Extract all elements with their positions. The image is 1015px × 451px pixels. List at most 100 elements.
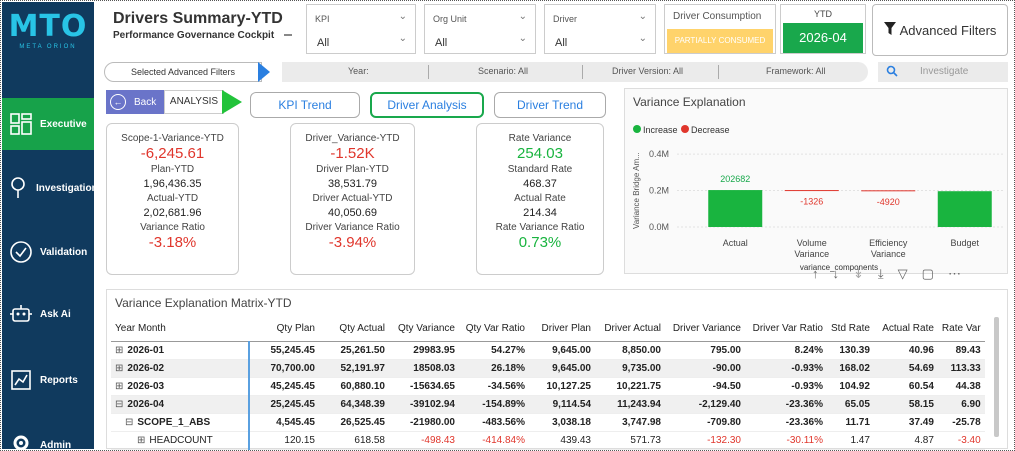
- table-cell: -0.93%: [745, 377, 827, 396]
- waterfall-bar[interactable]: [708, 190, 763, 227]
- expand-icon[interactable]: ⊞: [115, 344, 124, 356]
- sidebar-item-label: Reports: [40, 374, 78, 386]
- column-header[interactable]: Qty Actual: [319, 317, 389, 342]
- waterfall-chart-svg: Increase Decrease 0.0M 0.2M 0.4M Variance Bri…: [632, 125, 1003, 272]
- more-options-icon[interactable]: ⋯: [947, 266, 961, 281]
- matrix-scrollbar[interactable]: [994, 317, 999, 437]
- waterfall-bar[interactable]: [784, 190, 839, 192]
- dashboard-icon: [8, 111, 34, 137]
- table-row[interactable]: ⊞ HEADCOUNT 120.15 618.58 -498.43 -414.84% 439…: [111, 431, 985, 450]
- table-cell: 26.18%: [459, 359, 529, 378]
- table-row[interactable]: ⊟ 2026-04 25,245.45 64,348.39 -39102.94 -154.…: [111, 395, 985, 414]
- driver-variance-card: Driver_Variance-YTD -1.52K Driver Plan-Y…: [290, 123, 415, 275]
- search-icon: [886, 65, 898, 80]
- card-main-value: -1.52K: [330, 145, 375, 162]
- tab-driver-analysis[interactable]: Driver Analysis: [370, 92, 484, 118]
- table-cell: 60,880.10: [319, 377, 389, 396]
- driver-slicer[interactable]: Driver ⌄ All ⌄: [544, 4, 656, 54]
- scenario-filter: Scenario: All: [478, 66, 529, 76]
- sidebar-item-validation[interactable]: Validation: [2, 226, 94, 278]
- investigate-placeholder: Investigate: [920, 66, 969, 77]
- focus-mode-icon[interactable]: ▢: [921, 266, 934, 281]
- matrix-table: Year Month Qty Plan Qty Actual Qty Variance…: [111, 317, 985, 450]
- sidebar-item-ask-ai[interactable]: Ask Ai: [2, 288, 94, 340]
- y-tick-label: 0.4M: [649, 149, 669, 159]
- table-cell: 18508.03: [389, 359, 459, 378]
- sidebar-item-reports[interactable]: Reports: [2, 354, 94, 406]
- filter-icon[interactable]: ▽: [897, 266, 908, 281]
- table-row[interactable]: ⊞ 2026-03 45,245.45 60,880.10 -15634.65 -34.5…: [111, 377, 985, 396]
- advanced-filters-button[interactable]: Advanced Filters: [872, 4, 1008, 56]
- expand-icon[interactable]: ⊞: [115, 362, 124, 374]
- collapse-icon[interactable]: ⊟: [125, 416, 134, 428]
- table-row[interactable]: ⊞ 2026-02 70,700.00 52,191.97 18508.03 26.18%…: [111, 359, 985, 378]
- table-cell: 130.39: [827, 341, 874, 360]
- gear-icon: [8, 430, 34, 450]
- column-header[interactable]: Driver Actual: [595, 317, 665, 342]
- table-cell: 11,243.94: [595, 395, 665, 414]
- x-tick-label: Volume: [797, 238, 827, 248]
- arrow-up-icon[interactable]: ↑: [812, 266, 819, 281]
- expand-icon[interactable]: ⊞: [137, 434, 146, 446]
- sidebar: MTO META ORION Executive Investigation V…: [2, 2, 98, 450]
- row-label: 2026-01: [127, 344, 165, 356]
- expand-icon[interactable]: ⊞: [115, 380, 124, 392]
- column-header[interactable]: Driver Var Ratio: [745, 317, 827, 342]
- card-label: Driver Actual-YTD: [312, 193, 393, 204]
- driver-consumption-card: Driver Consumption PARTIALLY CONSUMED: [664, 4, 776, 54]
- card-value: 38,531.79: [328, 178, 377, 190]
- title-divider: [284, 34, 292, 36]
- table-cell: 571.73: [595, 431, 665, 450]
- sidebar-item-admin[interactable]: Admin: [2, 420, 94, 450]
- table-cell: -15634.65: [389, 377, 459, 396]
- scope-variance-card: Scope-1-Variance-YTD -6,245.61 Plan-YTD …: [106, 123, 239, 275]
- table-cell: 795.00: [665, 341, 745, 360]
- column-header[interactable]: Driver Variance: [665, 317, 745, 342]
- kpi-slicer[interactable]: KPI ⌄ All ⌄: [306, 4, 416, 54]
- table-cell: -709.80: [665, 413, 745, 432]
- card-label: Standard Rate: [507, 164, 573, 175]
- table-cell: -498.43: [389, 431, 459, 450]
- double-arrow-down-icon[interactable]: ↡: [853, 266, 864, 281]
- table-cell: 4.87: [873, 431, 938, 450]
- card-ratio: -3.18%: [148, 234, 197, 251]
- table-cell: 4,545.45: [249, 413, 319, 432]
- column-header[interactable]: Qty Var Ratio: [459, 317, 529, 342]
- org-unit-slicer[interactable]: Org Unit ⌄ All ⌄: [424, 4, 536, 54]
- investigate-search[interactable]: Investigate: [878, 62, 1008, 82]
- chevron-down-icon: ⌄: [638, 33, 647, 44]
- page-subtitle: Performance Governance Cockpit: [113, 30, 275, 41]
- card-value: 40,050.69: [328, 207, 377, 219]
- expand-hierarchy-icon[interactable]: ⤓: [877, 266, 884, 281]
- table-cell: 3,747.98: [595, 413, 665, 432]
- card-label: Actual-YTD: [146, 193, 199, 204]
- check-circle-icon: [8, 239, 34, 265]
- sidebar-item-investigation[interactable]: Investigation: [2, 162, 98, 214]
- chart-toolbar: ↑ ↓ ↡ ⤓ ▽ ▢ ⋯: [812, 266, 975, 282]
- column-header[interactable]: Qty Plan: [249, 317, 319, 342]
- column-header[interactable]: Driver Plan: [529, 317, 595, 342]
- row-label-cell: ⊞ 2026-02: [111, 359, 250, 378]
- column-header[interactable]: Std Rate: [827, 317, 874, 342]
- slicer-value: All: [555, 37, 568, 49]
- back-button[interactable]: ← Back: [106, 90, 164, 114]
- waterfall-bar[interactable]: [861, 190, 916, 192]
- table-row[interactable]: ⊞ 2026-01 55,245.45 25,261.50 29983.95 54.27%…: [111, 341, 985, 360]
- ytd-value-badge[interactable]: 2026-04: [783, 23, 863, 53]
- row-label-cell: ⊞ 2026-01: [111, 341, 250, 360]
- data-label: 202682: [720, 174, 750, 184]
- tab-driver-trend[interactable]: Driver Trend: [494, 92, 606, 118]
- sidebar-item-executive[interactable]: Executive: [2, 98, 94, 150]
- column-header[interactable]: Qty Variance: [389, 317, 459, 342]
- filter-icon: [883, 22, 896, 38]
- column-header[interactable]: Rate Var: [937, 317, 985, 342]
- tab-kpi-trend[interactable]: KPI Trend: [250, 92, 360, 118]
- column-header[interactable]: Actual Rate: [873, 317, 938, 342]
- waterfall-bar[interactable]: [937, 191, 992, 227]
- table-row[interactable]: ⊟ SCOPE_1_ABS 4,545.45 26,525.45 -21980.00 -4…: [111, 413, 985, 432]
- column-header[interactable]: Year Month: [111, 317, 249, 342]
- arrow-down-icon[interactable]: ↓: [832, 266, 840, 281]
- collapse-icon[interactable]: ⊟: [115, 398, 124, 410]
- selected-advanced-filters: Selected Advanced Filters: [104, 62, 262, 82]
- table-cell: 8.24%: [745, 341, 827, 360]
